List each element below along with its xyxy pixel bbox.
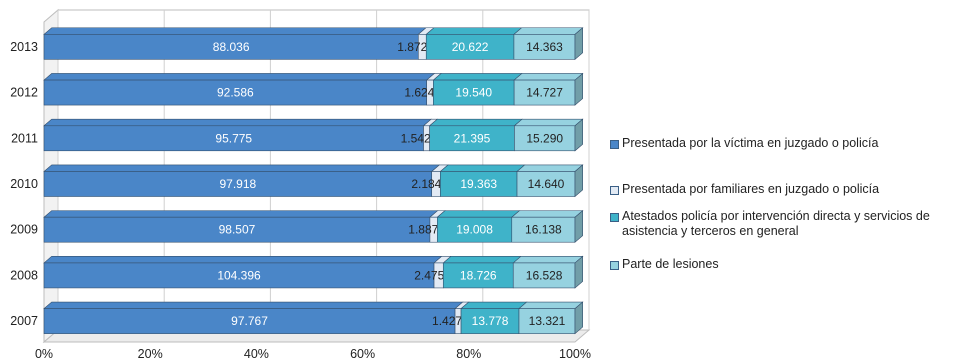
data-label-2010-s2: 19.363 [460, 177, 497, 191]
bar-top-2012-3 [513, 73, 584, 81]
legend-swatch-familiares [610, 186, 619, 195]
data-label-2011-s0: 95.775 [215, 131, 252, 145]
data-label-2007-s0: 97.767 [231, 314, 268, 328]
x-tick-label-4: 80% [456, 347, 481, 361]
data-label-2011-s1: 1.542 [401, 131, 431, 145]
bar-2007-s3 [518, 308, 576, 334]
bar-top-2011-0 [43, 118, 433, 127]
bar-2012-s0 [43, 79, 427, 106]
data-label-2012-s0: 92.586 [217, 86, 254, 100]
bar-side-2013 [574, 27, 584, 61]
bar-top-2008-2 [442, 256, 522, 264]
data-label-2010-s0: 97.918 [220, 177, 257, 191]
y-tick-label-2012: 2012 [10, 86, 38, 100]
bar-top-2009-3 [510, 210, 584, 218]
data-label-2013-s2: 20.622 [452, 40, 489, 54]
bar-top-2008-0 [43, 256, 443, 264]
x-tick-label-5: 100% [559, 347, 591, 361]
bar-side-2011 [574, 118, 584, 152]
bar-side-2012 [574, 72, 584, 106]
bar-2007-s2 [460, 308, 520, 334]
bar-2012-s3 [513, 79, 576, 106]
bar-2013-s2 [425, 34, 515, 60]
bar-top-2013-2 [425, 27, 523, 35]
bar-2007-s0 [43, 308, 456, 334]
bar-2008-s2 [442, 262, 514, 289]
bar-top-2009-0 [43, 210, 439, 218]
data-label-2008-s1: 2.475 [414, 268, 444, 282]
data-label-2007-s1: 1.427 [432, 314, 462, 328]
x-tick-label-1: 20% [138, 347, 163, 361]
bar-side-2009 [574, 209, 584, 243]
bar-top-2010-0 [43, 164, 441, 172]
data-label-2008-s2: 18.726 [460, 268, 497, 282]
data-label-2009-s2: 19.008 [456, 223, 493, 237]
data-label-2013-s1: 1.872 [397, 40, 427, 54]
bar-top-2012-0 [43, 73, 436, 81]
legend-item-atestados: Atestados policía por intervención direc… [610, 209, 962, 239]
data-label-2011-s3: 15.290 [526, 131, 563, 145]
bar-side-2007 [574, 301, 584, 335]
data-label-2008-s0: 104.396 [217, 268, 261, 282]
bar-2011-s3 [514, 125, 576, 152]
bar-2008-s3 [512, 262, 576, 289]
data-label-2008-s3: 16.528 [526, 268, 563, 282]
y-tick-label-2009: 2009 [10, 223, 38, 237]
bar-top-2008-3 [512, 256, 584, 264]
data-label-2007-s3: 13.321 [529, 314, 566, 328]
legend-item-familiares: Presentada por familiares en juzgado o p… [610, 182, 962, 197]
y-tick-label-2007: 2007 [10, 314, 38, 328]
bar-2013-s3 [513, 34, 576, 60]
bar-top-2013-0 [43, 27, 427, 35]
legend-swatch-lesiones [610, 261, 619, 270]
bar-side-2008 [574, 255, 584, 289]
legend: Presentada por la víctima en juzgado o p… [610, 0, 964, 364]
legend-label-lesiones: Parte de lesiones [622, 257, 719, 271]
bar-2009-s3 [511, 216, 576, 243]
stacked-bar-chart: 88.036 1.872 20.622 14.363 2013 92.586 1.624 19… [10, 8, 591, 361]
bar-top-2007-3 [518, 301, 584, 309]
bar-top-2009-2 [436, 210, 521, 218]
bar-top-2011-2 [428, 118, 523, 127]
x-tick-label-0: 0% [35, 347, 53, 361]
y-tick-label-2013: 2013 [10, 40, 38, 54]
legend-label-familiares: Presentada por familiares en juzgado o p… [622, 182, 880, 196]
bar-top-2007-0 [43, 301, 464, 309]
legend-swatch-atestados [610, 213, 619, 222]
bar-top-2011-3 [513, 118, 584, 127]
data-label-2011-s2: 21.395 [454, 131, 491, 145]
bar-2010-s3 [516, 171, 576, 197]
bar-top-2007-2 [460, 301, 528, 309]
legend-label-victima: Presentada por la víctima en juzgado o p… [622, 136, 879, 150]
data-label-2012-s3: 14.727 [526, 86, 563, 100]
data-label-2010-s1: 2.184 [411, 177, 441, 191]
bar-top-2010-3 [516, 164, 584, 172]
bar-top-2010-2 [439, 164, 526, 172]
legend-item-lesiones: Parte de lesiones [610, 257, 962, 272]
data-label-2009-s1: 1.887 [408, 223, 438, 237]
y-tick-label-2011: 2011 [11, 131, 38, 145]
data-label-2009-s3: 16.138 [525, 223, 562, 237]
x-tick-label-2: 40% [244, 347, 269, 361]
y-tick-label-2010: 2010 [10, 177, 38, 191]
x-tick-label-3: 60% [350, 347, 375, 361]
legend-label-atestados: Atestados policía por intervención direc… [622, 209, 930, 238]
bar-top-2012-2 [432, 73, 523, 81]
y-tick-label-2008: 2008 [10, 268, 38, 282]
data-label-2012-s2: 19.540 [455, 86, 492, 100]
bar-top-2013-3 [513, 27, 584, 35]
data-label-2007-s2: 13.778 [472, 314, 509, 328]
data-label-2013-s3: 14.363 [526, 40, 563, 54]
legend-item-victima: Presentada por la víctima en juzgado o p… [610, 136, 962, 151]
data-label-2012-s1: 1.624 [404, 86, 434, 100]
bar-side-2010 [574, 164, 584, 198]
legend-swatch-victima [610, 140, 619, 149]
bar-2008-s0 [43, 262, 435, 289]
data-label-2013-s0: 88.036 [213, 40, 250, 54]
data-label-2009-s0: 98.507 [219, 223, 256, 237]
data-label-2010-s3: 14.640 [528, 177, 565, 191]
bar-2010-s0 [43, 171, 433, 197]
